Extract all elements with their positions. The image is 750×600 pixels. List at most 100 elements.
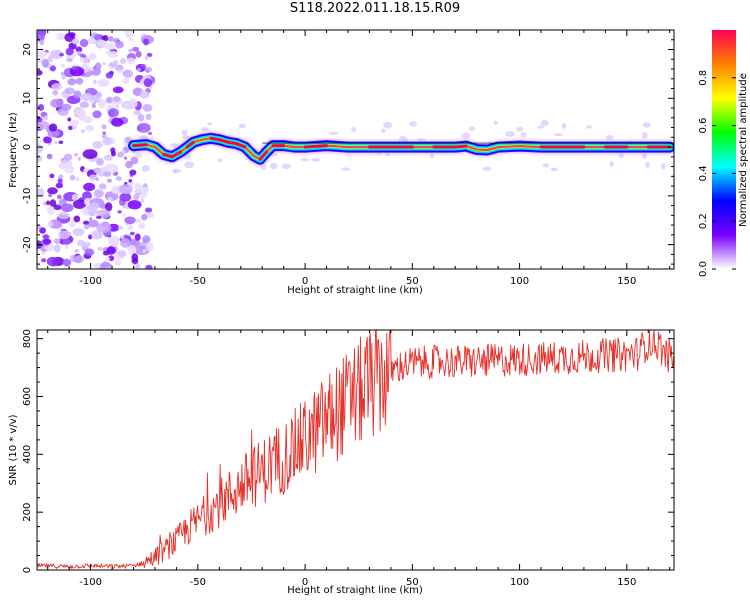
noise-blob [72,125,77,130]
noise-blob [537,125,545,129]
noise-blob [71,66,77,70]
noise-blob [73,255,84,264]
noise-blob [118,184,133,195]
noise-blob [37,120,50,130]
noise-blob [207,122,212,126]
noise-blob [148,131,153,136]
noise-blob [111,117,124,127]
noise-blob [104,154,114,161]
noise-blob [77,157,81,161]
noise-blob [127,200,142,210]
noise-blob [92,110,102,119]
noise-blob [117,225,124,230]
noise-blob [117,210,122,214]
spectrogram-frame [36,29,675,270]
noise-blob [140,63,146,68]
noise-blob [67,125,74,130]
noise-blob [117,250,127,258]
trace-hot-segment [453,144,468,149]
noise-blob [618,152,624,159]
noise-blob [127,225,134,231]
noise-blob [134,190,140,194]
noise-blob [132,46,140,52]
noise-blob [516,126,524,132]
noise-blob [73,215,81,223]
noise-blob [101,124,107,130]
noise-blob [134,218,142,224]
noise-blob [49,65,57,72]
noise-blob [47,187,58,195]
noise-blob [84,248,95,257]
noise-blob [482,166,492,171]
noise-blob [144,207,153,213]
noise-blob [102,250,110,256]
noise-blob [49,199,57,208]
noise-blob [37,224,42,230]
noise-blob [137,113,145,122]
noise-blob [48,219,63,229]
spectrogram-y-axis-label: Frequency (Hz) [8,112,19,188]
colorbar-tick-label: 0.8 [698,70,709,86]
noise-blob [136,67,141,72]
noise-blob [79,38,89,48]
noise-blob [52,90,59,96]
y-tick-label: 200 [22,503,33,522]
noise-blob [55,182,64,189]
noise-blob [124,156,128,160]
noise-blob [96,39,108,48]
noise-blob [112,96,121,103]
noise-blob [60,63,66,68]
x-tick-label: 0 [302,577,308,588]
noise-blob [47,221,54,227]
noise-blob [84,125,95,132]
x-tick-label: 100 [510,276,529,287]
snr-frame [36,329,675,571]
noise-blob [114,259,122,266]
noise-blob [92,141,103,149]
noise-blob [542,163,550,168]
noise-blob [660,163,666,170]
noise-blob [134,152,143,159]
noise-blob [409,120,417,127]
noise-blob [102,136,112,146]
noise-blob [145,264,153,269]
noise-blob [69,66,85,77]
noise-blob [64,87,76,95]
noise-blob [140,129,146,133]
noise-blob [91,67,101,76]
trace-hot-segment [258,150,268,161]
y-tick-label: 400 [22,445,33,464]
noise-blob [89,99,95,104]
spectrogram-x-axis-label: Height of straight line (km) [287,285,423,296]
noise-blob [69,174,76,181]
noise-blob [83,182,96,192]
trace-hot-segment [132,143,148,148]
snr-y-axis-label: SNR (10 * v/v) [8,414,19,485]
noise-blob [59,53,64,57]
x-tick-label: -100 [79,577,102,588]
noise-blob [107,196,113,202]
snr-panel: -100 -50 0 50 100 150 0 200 400 600 800 Height of … [8,329,675,596]
noise-blob [53,238,61,245]
noise-blob [134,233,141,241]
noise-blob [88,234,93,240]
noise-blob [60,158,73,168]
noise-blob [98,183,107,190]
noise-blob [133,193,140,201]
y-tick-label: -20 [22,236,33,252]
noise-blob [70,119,80,127]
noise-blob [75,46,83,53]
noise-blob [71,38,80,45]
noise-blob [46,206,55,216]
noise-blob [115,64,124,72]
noise-blob [54,140,58,145]
noise-blob [105,96,113,104]
noise-blob [468,126,476,131]
noise-blob [120,57,126,65]
noise-blob [129,172,134,177]
noise-blob [102,35,109,42]
noise-blob [122,213,126,217]
snr-series [37,330,674,569]
noise-blob [184,161,194,169]
noise-blob [281,163,292,170]
